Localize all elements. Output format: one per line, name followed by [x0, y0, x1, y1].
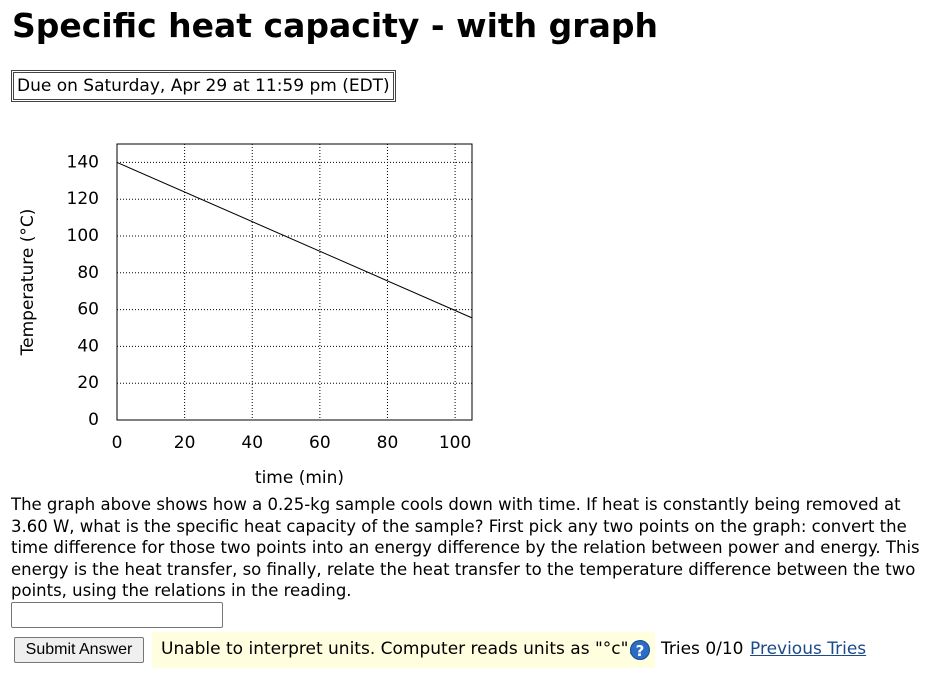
previous-tries-link[interactable]: Previous Tries	[750, 639, 867, 659]
x-tick-label: 60	[309, 433, 331, 453]
message-text: Unable to interpret units. Computer read…	[161, 639, 634, 659]
y-tick-label: 120	[67, 189, 99, 209]
message-box	[152, 632, 655, 668]
tries-count: Tries 0/10	[661, 639, 744, 659]
x-tick-label: 40	[241, 433, 263, 453]
answer-input[interactable]	[11, 602, 223, 628]
y-tick-label: 80	[77, 263, 99, 283]
y-tick-label: 20	[77, 373, 99, 393]
help-icon[interactable]: ?	[630, 640, 650, 660]
submit-button[interactable]: Submit Answer	[14, 637, 144, 663]
x-tick-label: 80	[377, 433, 399, 453]
y-tick-label: 140	[67, 152, 99, 172]
due-date: Due on Saturday, Apr 29 at 11:59 pm (EDT…	[11, 70, 396, 102]
x-tick-label: 0	[112, 433, 123, 453]
y-tick-label: 0	[88, 410, 99, 430]
page-title: Specific heat capacity - with graph	[12, 6, 658, 45]
x-tick-label: 20	[174, 433, 196, 453]
y-tick-label: 60	[77, 300, 99, 320]
x-tick-label: 100	[439, 433, 471, 453]
y-axis-label: Temperature (°C)	[18, 209, 38, 357]
plot-frame	[116, 143, 473, 421]
chart: 0 20 40 60 80 100 120 140 0 20 40 60 80 100 time (min)…	[18, 143, 473, 488]
y-tick-label: 40	[77, 336, 99, 356]
y-tick-label: 100	[67, 226, 99, 246]
x-axis-label: time (min)	[255, 468, 344, 488]
question-text: The graph above shows how a 0.25-kg samp…	[11, 495, 920, 600]
data-line	[116, 161, 473, 319]
